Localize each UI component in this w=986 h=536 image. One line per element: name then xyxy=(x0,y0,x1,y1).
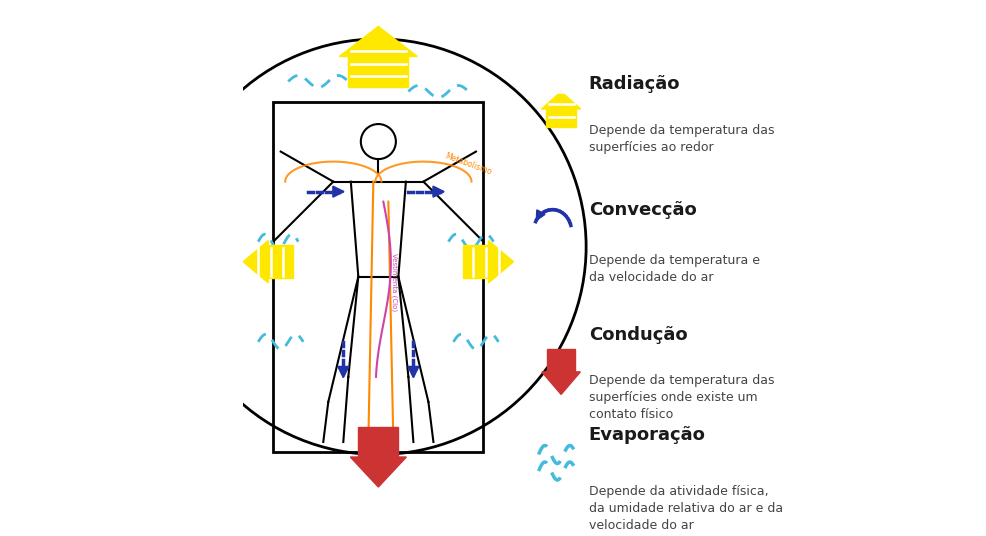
Text: Radiação: Radiação xyxy=(588,75,679,93)
Polygon shape xyxy=(541,372,580,394)
Text: Metabolismo: Metabolismo xyxy=(443,151,492,177)
Bar xyxy=(358,427,398,457)
Polygon shape xyxy=(339,26,417,56)
Bar xyxy=(348,56,408,86)
Text: Depende da temperatura das
superfícies onde existe um
contato físico: Depende da temperatura das superfícies o… xyxy=(588,374,773,421)
Bar xyxy=(268,245,293,278)
Text: Convecção: Convecção xyxy=(588,201,696,219)
Bar xyxy=(463,245,488,278)
Text: Depende da temperatura das
superfícies ao redor: Depende da temperatura das superfícies a… xyxy=(588,124,773,154)
Text: Depende da atividade física,
da umidade relativa do ar e da
velocidade do ar: Depende da atividade física, da umidade … xyxy=(588,485,782,532)
Text: Vestimenta (Clo): Vestimenta (Clo) xyxy=(390,252,397,311)
Text: Depende da temperatura e
da velocidade do ar: Depende da temperatura e da velocidade d… xyxy=(588,254,759,284)
Polygon shape xyxy=(541,92,580,109)
Text: Condução: Condução xyxy=(588,326,686,344)
Polygon shape xyxy=(350,457,406,487)
Polygon shape xyxy=(488,241,513,283)
Polygon shape xyxy=(243,241,268,283)
Bar xyxy=(273,101,483,452)
Bar xyxy=(547,349,574,372)
Text: Evaporação: Evaporação xyxy=(588,427,705,444)
Bar xyxy=(545,109,576,126)
